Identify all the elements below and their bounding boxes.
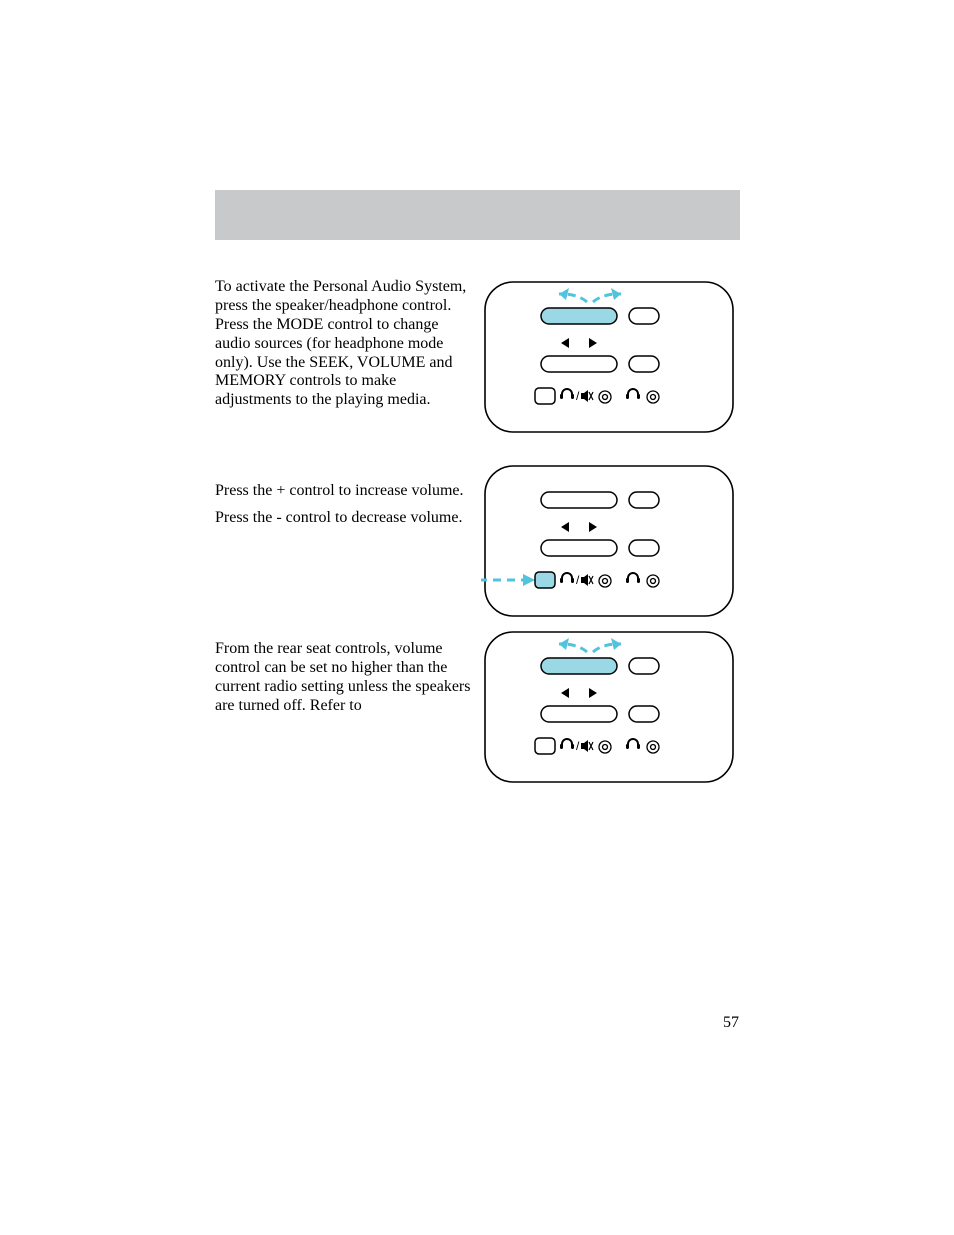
paragraph: Press the - control to decrease volume.: [215, 509, 473, 528]
text-column: To activate the Personal Audio System, p…: [215, 278, 481, 418]
control-panel-diagram: /: [481, 278, 737, 436]
headphone-icon: [626, 738, 640, 749]
text-column: Press the + control to increase volume. …: [215, 462, 481, 536]
speaker-toggle-button: [535, 388, 555, 404]
header-bar: [215, 190, 740, 240]
highlight-arcs-icon: [559, 638, 621, 652]
jack-icon: [647, 575, 659, 587]
page-number: 57: [723, 1014, 739, 1032]
control-panel-diagram: /: [481, 628, 737, 786]
section-row-1: To activate the Personal Audio System, p…: [215, 278, 740, 436]
headphone-icon: [560, 388, 574, 399]
headphone-icon: [560, 738, 574, 749]
seek-right-icon: [589, 688, 597, 698]
highlight-arcs-icon: [559, 288, 621, 302]
memory-button: [629, 706, 659, 722]
speaker-toggle-button-highlighted: [535, 572, 555, 588]
memory-button: [629, 356, 659, 372]
jack-icon: [599, 741, 611, 753]
speaker-icon: [581, 740, 593, 752]
memory-button: [629, 540, 659, 556]
diagram-column: /: [481, 462, 741, 786]
mode-button: [629, 658, 659, 674]
manual-page: To activate the Personal Audio System, p…: [0, 0, 954, 1235]
highlight-dashed-arrow-icon: [481, 574, 535, 586]
jack-icon: [647, 741, 659, 753]
speaker-icon: [581, 390, 593, 402]
section-row-2: Press the + control to increase volume. …: [215, 462, 740, 786]
slash-icon: /: [576, 389, 580, 403]
slash-icon: /: [576, 739, 580, 753]
speaker-icon: [581, 574, 593, 586]
headphone-icon: [626, 388, 640, 399]
volume-button-highlighted: [541, 308, 617, 324]
volume-button-highlighted: [541, 658, 617, 674]
jack-icon: [647, 391, 659, 403]
paragraph: From the rear seat controls, volume cont…: [215, 640, 473, 716]
paragraph: To activate the Personal Audio System, p…: [215, 278, 473, 410]
body-area: To activate the Personal Audio System, p…: [215, 278, 740, 734]
text-column: From the rear seat controls, volume cont…: [215, 640, 481, 724]
seek-button: [541, 356, 617, 372]
mode-button: [629, 308, 659, 324]
paragraph: Press the + control to increase volume.: [215, 482, 473, 501]
seek-left-icon: [561, 338, 569, 348]
mode-button: [629, 492, 659, 508]
headphone-icon: [626, 572, 640, 583]
seek-left-icon: [561, 688, 569, 698]
seek-button: [541, 540, 617, 556]
speaker-toggle-button: [535, 738, 555, 754]
control-panel-diagram: /: [481, 462, 737, 620]
seek-right-icon: [589, 338, 597, 348]
jack-icon: [599, 575, 611, 587]
jack-icon: [599, 391, 611, 403]
headphone-icon: [560, 572, 574, 583]
diagram-column: /: [481, 278, 741, 436]
seek-left-icon: [561, 522, 569, 532]
seek-right-icon: [589, 522, 597, 532]
volume-button: [541, 492, 617, 508]
slash-icon: /: [576, 573, 580, 587]
seek-button: [541, 706, 617, 722]
